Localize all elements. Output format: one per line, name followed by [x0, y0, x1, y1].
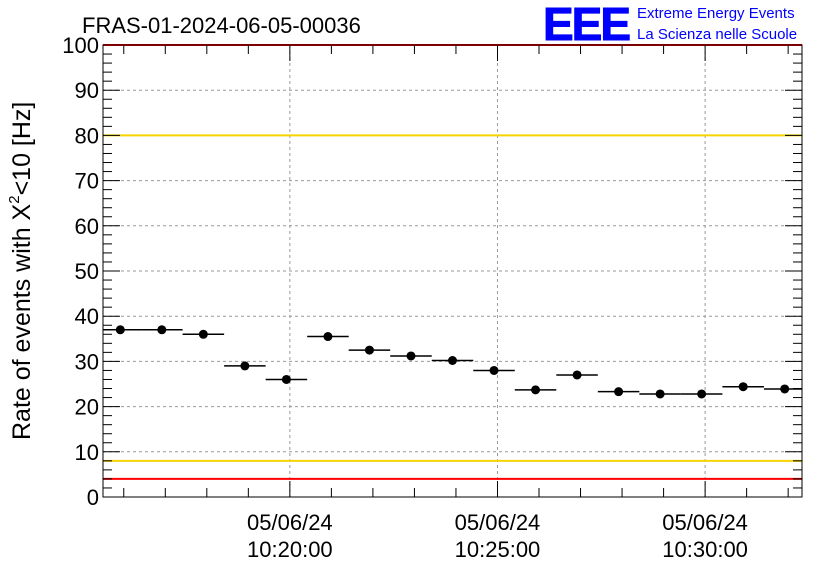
- data-points: [103, 325, 802, 399]
- y-tick-label: 30: [75, 349, 99, 374]
- data-point: [489, 365, 499, 375]
- x-tick-labels: 05/06/2410:20:0005/06/2410:25:0005/06/24…: [247, 510, 748, 562]
- reference-lines: [103, 44, 802, 480]
- data-point: [281, 374, 291, 384]
- grid-lines: [103, 45, 802, 497]
- y-tick-label: 40: [75, 304, 99, 329]
- y-axis-label-sup: 2: [6, 195, 23, 203]
- data-point: [364, 345, 374, 355]
- axis-ticks: [103, 44, 802, 498]
- chart-title: FRAS-01-2024-06-05-00036: [82, 13, 361, 38]
- y-tick-label: 20: [75, 395, 99, 420]
- data-point: [697, 389, 707, 399]
- data-point: [240, 361, 250, 371]
- data-point: [406, 351, 416, 361]
- x-tick-time: 10:30:00: [662, 537, 748, 562]
- data-point: [738, 382, 748, 392]
- y-tick-label: 60: [75, 214, 99, 239]
- x-tick-date: 05/06/24: [455, 510, 541, 535]
- x-tick-time: 10:20:00: [247, 537, 333, 562]
- x-tick-date: 05/06/24: [247, 510, 333, 535]
- y-tick-label: 100: [62, 33, 99, 58]
- y-tick-label: 50: [75, 259, 99, 284]
- data-point: [531, 385, 541, 395]
- data-point: [323, 332, 333, 342]
- y-tick-label: 70: [75, 169, 99, 194]
- y-axis-label-main: Rate of events with X: [8, 203, 36, 440]
- data-point: [572, 370, 582, 380]
- logo-letters: EEE: [543, 0, 629, 50]
- y-tick-label: 80: [75, 123, 99, 148]
- data-point: [448, 355, 457, 365]
- data-point: [115, 325, 125, 335]
- y-tick-label: 10: [75, 440, 99, 465]
- x-tick-date: 05/06/24: [662, 510, 748, 535]
- x-tick-time: 10:25:00: [455, 537, 541, 562]
- y-tick-labels: 0 10 20 30 40 50 60 70 80 90 100: [62, 33, 99, 510]
- logo-line1: Extreme Energy Events: [637, 5, 795, 22]
- data-point: [157, 325, 167, 335]
- y-tick-label: 90: [75, 78, 99, 103]
- y-tick-label: 0: [87, 485, 99, 510]
- y-axis-label: Rate of events with X2<10 [Hz]: [6, 102, 36, 440]
- eee-logo: EEE Extreme Energy Events La Scienza nel…: [543, 0, 798, 51]
- data-point: [614, 387, 624, 397]
- data-point: [780, 384, 790, 394]
- y-axis-label-tail: <10 [Hz]: [8, 102, 36, 196]
- logo-line2: La Scienza nelle Scuole: [637, 26, 797, 43]
- data-point: [198, 329, 208, 339]
- data-point: [655, 389, 665, 399]
